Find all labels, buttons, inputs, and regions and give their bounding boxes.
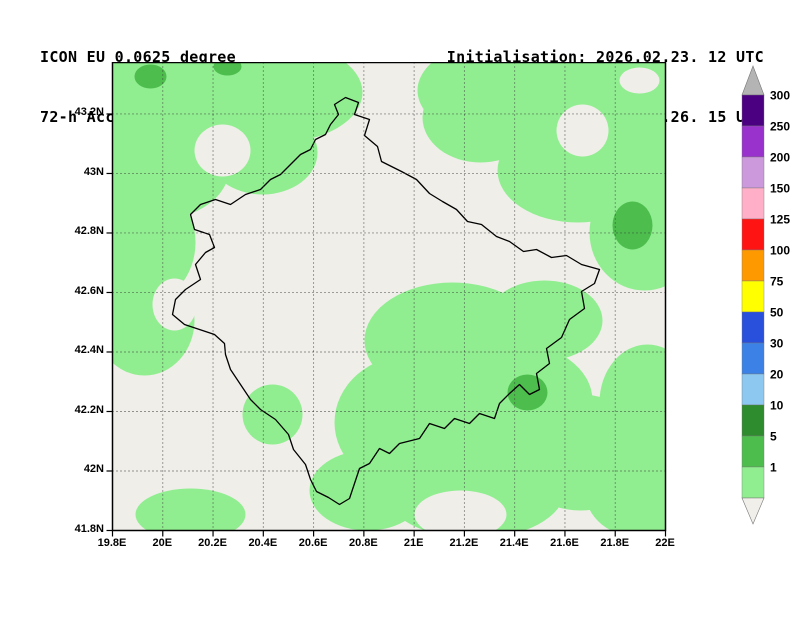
y-axis-label: 43N [83,165,104,178]
colorbar-band [741,156,765,189]
x-axis-label: 20.6E [298,537,328,549]
colorbar-band [741,466,765,499]
x-axis-label: 20.2E [198,537,227,549]
colorbar-band [741,435,765,468]
precip-area-light [422,72,539,163]
colorbar-label: 150 [770,182,790,196]
y-axis-label: 42N [83,463,104,476]
precipitation-map [106,62,667,537]
y-axis-label: 43.2N [74,106,104,119]
precip-area-light [135,488,246,531]
colorbar-band [741,404,765,437]
precip-area-medium [213,62,242,76]
dry-area [414,490,507,531]
x-axis-label: 21E [403,537,424,549]
y-axis-label: 42.4N [74,344,104,357]
colorbar-band [741,311,765,344]
colorbar-label: 20 [770,368,784,382]
colorbar-label: 300 [770,89,790,103]
dry-area [619,67,660,94]
colorbar-band [741,280,765,313]
precip-area-medium [134,64,167,89]
model-name: ICON EU 0.0625 degree [40,48,236,66]
colorbar-label: 100 [770,244,790,258]
x-axis-label: 20.8E [348,537,378,549]
colorbar-band [741,187,765,220]
y-axis-label: 42.6N [74,284,104,297]
colorbar-label: 30 [770,337,784,351]
x-axis-label: 19.8E [97,537,127,549]
colorbar-label: 75 [770,275,784,289]
initialisation-time: Initialisation: 2026.02.23. 12 UTC [446,48,764,66]
y-axis-label: 42.2N [74,403,104,416]
x-axis-label: 21.4E [499,537,529,549]
precip-area-light [585,447,666,531]
colorbar-label: 1 [770,461,777,475]
colorbar-band [741,125,765,158]
colorbar-label: 250 [770,120,790,134]
colorbar-band [741,342,765,375]
x-axis-label: 21.2E [449,537,479,549]
dry-area [556,104,609,157]
y-axis-label: 41.8N [74,523,104,535]
kosovo-border [171,96,601,506]
x-axis-label: 21.8E [600,537,630,549]
x-axis-label: 20.4E [248,537,278,549]
colorbar-label: 200 [770,151,790,165]
colorbar-label: 50 [770,306,784,320]
colorbar-label: 10 [770,399,784,413]
x-axis-label: 21.6E [550,537,579,549]
y-axis-label: 42.8N [74,225,104,238]
colorbar-band [741,218,765,251]
colorbar-band [741,373,765,406]
colorbar-label: 5 [770,430,777,444]
colorbar-over-arrow [741,65,765,96]
precip-area-light [242,384,303,445]
colorbar: 300 250 200 150 125 100 75 50 30 20 10 5 1 [741,65,790,525]
precip-area-medium [612,201,653,250]
map-frame [111,62,667,532]
x-axis-label: 20E [152,537,173,549]
colorbar-under-arrow [741,497,765,525]
x-axis-label: 22E [655,537,675,549]
colorbar-band [741,249,765,282]
dry-area [194,124,251,177]
colorbar-label: 125 [770,213,790,227]
precip-area-light [599,344,666,461]
precip-area-light [309,450,426,531]
precip-area-light [486,280,603,361]
colorbar-band [741,94,765,127]
